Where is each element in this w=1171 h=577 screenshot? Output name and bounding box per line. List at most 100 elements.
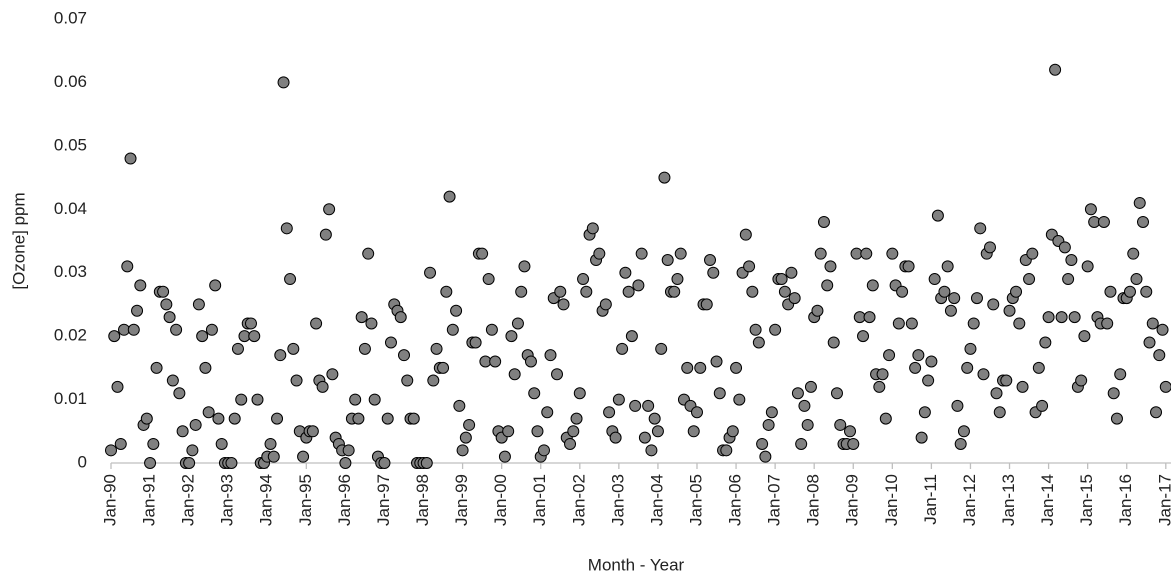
data-point <box>446 323 459 336</box>
data-point <box>150 361 163 374</box>
data-point <box>456 444 469 457</box>
data-point <box>450 304 463 317</box>
data-point <box>873 380 886 393</box>
data-point <box>619 266 632 279</box>
data-point <box>541 406 554 419</box>
x-tick-label: Jan-17 <box>1155 474 1171 526</box>
data-point <box>658 171 671 184</box>
data-point <box>394 311 407 324</box>
data-point <box>280 222 293 235</box>
data-point <box>134 279 147 292</box>
data-point <box>554 285 567 298</box>
data-point <box>967 317 980 330</box>
data-point <box>489 355 502 368</box>
data-point <box>1146 317 1159 330</box>
data-point <box>349 393 362 406</box>
data-point <box>909 361 922 374</box>
x-tick-label: Jan-04 <box>647 474 666 526</box>
data-point <box>857 330 870 343</box>
data-point <box>235 393 248 406</box>
data-point <box>271 412 284 425</box>
data-point <box>485 323 498 336</box>
data-point <box>700 298 713 311</box>
data-point <box>661 254 674 267</box>
data-point <box>430 342 443 355</box>
x-axis-title: Month - Year <box>588 555 685 574</box>
data-point <box>443 190 456 203</box>
data-point <box>1123 285 1136 298</box>
data-point <box>183 457 196 469</box>
data-point <box>632 279 645 292</box>
data-point <box>860 247 873 260</box>
data-point <box>668 285 681 298</box>
x-tick-label: Jan-92 <box>179 474 198 526</box>
data-point <box>1140 285 1153 298</box>
x-tick-label: Jan-93 <box>218 474 237 526</box>
data-point <box>1153 349 1166 362</box>
data-point <box>830 387 843 400</box>
data-point <box>827 336 840 349</box>
data-point <box>284 273 297 286</box>
data-point <box>105 444 117 457</box>
y-tick-label: 0.06 <box>54 72 87 91</box>
data-point <box>752 336 765 349</box>
y-tick-label: 0.07 <box>54 8 87 27</box>
data-point <box>1010 285 1023 298</box>
data-point <box>765 406 778 419</box>
data-point <box>629 399 642 412</box>
data-point <box>476 247 489 260</box>
x-tick-label: Jan-03 <box>608 474 627 526</box>
data-point <box>140 412 153 425</box>
y-tick-label: 0.01 <box>54 389 87 408</box>
data-point <box>713 387 726 400</box>
data-point <box>642 399 655 412</box>
data-point <box>726 425 739 438</box>
data-point <box>1075 374 1088 387</box>
data-point <box>1058 241 1071 254</box>
data-point <box>453 399 466 412</box>
data-point <box>228 412 241 425</box>
data-point <box>1156 323 1169 336</box>
data-point <box>925 355 938 368</box>
data-point <box>902 260 915 273</box>
data-point <box>287 342 300 355</box>
data-point <box>420 457 433 469</box>
data-point <box>368 393 381 406</box>
data-point <box>1133 196 1146 209</box>
data-point <box>928 273 941 286</box>
data-point <box>537 444 550 457</box>
data-point <box>342 444 355 457</box>
data-point <box>788 292 801 305</box>
x-tick-label: Jan-00 <box>491 474 510 526</box>
data-point <box>290 374 303 387</box>
data-point <box>108 330 121 343</box>
data-point <box>749 323 762 336</box>
data-point <box>1127 247 1140 260</box>
data-point <box>599 298 612 311</box>
data-point <box>616 342 629 355</box>
data-point <box>564 437 577 450</box>
data-point <box>326 368 339 381</box>
data-point <box>681 361 694 374</box>
data-point <box>1000 374 1013 387</box>
data-point <box>482 273 495 286</box>
data-point <box>879 412 892 425</box>
data-point <box>205 323 218 336</box>
data-point <box>551 368 564 381</box>
data-point <box>355 311 368 324</box>
data-point <box>863 311 876 324</box>
data-point <box>821 279 834 292</box>
data-point <box>759 450 772 463</box>
data-point <box>918 406 931 419</box>
data-point <box>1036 399 1049 412</box>
data-point <box>437 361 450 374</box>
data-point <box>974 222 987 235</box>
data-point <box>948 292 961 305</box>
x-tick-label: Jan-14 <box>1038 474 1057 526</box>
data-point <box>674 247 687 260</box>
data-point <box>173 387 186 400</box>
data-point <box>1110 412 1123 425</box>
data-point <box>306 425 319 438</box>
data-point <box>189 418 202 431</box>
